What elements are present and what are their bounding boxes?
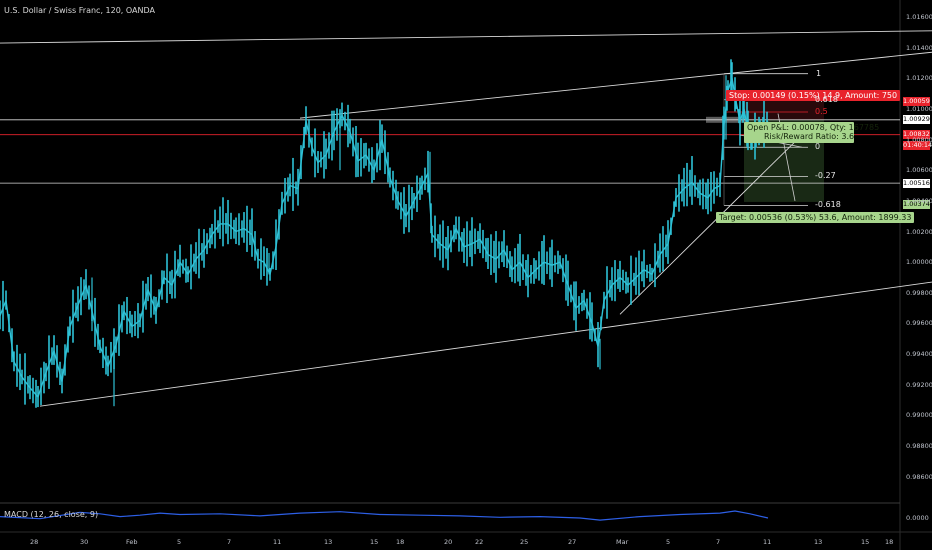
price-tag-white: 1.00929 <box>903 115 930 125</box>
price-tag-red: 1.00832 <box>903 130 930 140</box>
chart-title: U.S. Dollar / Swiss Franc, 120, OANDA <box>4 6 155 15</box>
stop-loss-label[interactable]: Stop: 0.00149 (0.15%) 14.9, Amount: 750 <box>726 90 901 101</box>
y-axis-tick: 0.99600 <box>906 319 932 328</box>
x-axis-tick: 5 <box>177 538 182 546</box>
x-axis-tick: 11 <box>763 538 772 546</box>
y-axis-tick: 1.00400 <box>906 196 932 205</box>
x-axis-tick: Mar <box>616 538 629 546</box>
y-axis-tick: 1.00000 <box>906 258 932 267</box>
risk-reward-text: Risk/Reward Ratio: 3.6 <box>764 132 855 141</box>
price-tag-green: 1.00374 <box>903 200 930 210</box>
x-axis-tick: 7 <box>716 538 721 546</box>
fib-level-label: -0.27 <box>815 171 836 181</box>
y-axis-tick: 0.98800 <box>906 442 932 451</box>
y-axis-tick: 1.00200 <box>906 227 932 236</box>
trendline-2 <box>39 281 932 407</box>
x-axis-tick: 15 <box>861 538 870 546</box>
x-axis-tick: 13 <box>324 538 333 546</box>
open-pnl-text: Open P&L: 0.00078, Qty: 167785 <box>747 123 880 132</box>
y-axis-tick: 1.00800 <box>906 135 932 144</box>
fib-level-label: 0.618 <box>815 94 838 104</box>
trendline-3 <box>619 131 806 315</box>
y-axis-tick: 0.99400 <box>906 350 932 359</box>
x-axis-tick: 20 <box>444 538 453 546</box>
x-axis-tick: 30 <box>80 538 89 546</box>
fib-level-label: 0.5 <box>815 107 828 116</box>
y-axis-tick: 0.99000 <box>906 411 932 420</box>
x-axis-tick: 5 <box>666 538 671 546</box>
x-axis-tick: 13 <box>814 538 823 546</box>
macd-indicator-label[interactable]: MACD (12, 26, close, 9) <box>4 510 99 519</box>
x-axis-tick: 15 <box>370 538 379 546</box>
y-axis-tick: 1.00600 <box>906 166 932 175</box>
open-pnl-label[interactable]: Open P&L: 0.00078, Qty: 167785 Risk/Rewa… <box>744 122 880 143</box>
x-axis-tick: 18 <box>885 538 894 546</box>
fib-level-label: 1 <box>816 68 822 78</box>
y-axis-tick: 1.01000 <box>906 104 932 113</box>
y-axis-tick: 1.01600 <box>906 13 932 21</box>
x-axis-tick: 7 <box>227 538 232 546</box>
x-axis-tick: 28 <box>30 538 39 546</box>
macd-line <box>0 510 769 521</box>
fib-level-label: 0 <box>815 142 821 152</box>
price-tag-red: 01:40:14 <box>903 140 932 150</box>
x-axis-tick: 11 <box>273 538 282 546</box>
y-axis-tick: 0.99200 <box>906 380 932 389</box>
trendline-1 <box>299 51 932 119</box>
price-tag-white: 1.00516 <box>903 178 930 188</box>
price-tag-red: 1.00059 <box>903 96 930 106</box>
x-axis-tick: 25 <box>520 538 529 546</box>
take-profit-label[interactable]: Target: 0.00536 (0.53%) 53.6, Amount: 18… <box>716 212 915 223</box>
y-axis-tick: 1.01200 <box>906 74 932 83</box>
x-axis-tick: 22 <box>475 538 484 546</box>
y-axis-tick: 0.98600 <box>906 472 932 481</box>
x-axis-tick: 27 <box>568 538 577 546</box>
trendline-0 <box>0 30 932 44</box>
y-axis-tick: 1.01400 <box>906 43 932 52</box>
x-axis-tick: 18 <box>396 538 405 546</box>
fib-level-label: -0.618 <box>815 200 841 210</box>
macd-axis-tick: 0.0000 <box>906 514 929 522</box>
y-axis-tick: 0.99800 <box>906 288 932 297</box>
x-axis-tick: Feb <box>126 538 138 546</box>
